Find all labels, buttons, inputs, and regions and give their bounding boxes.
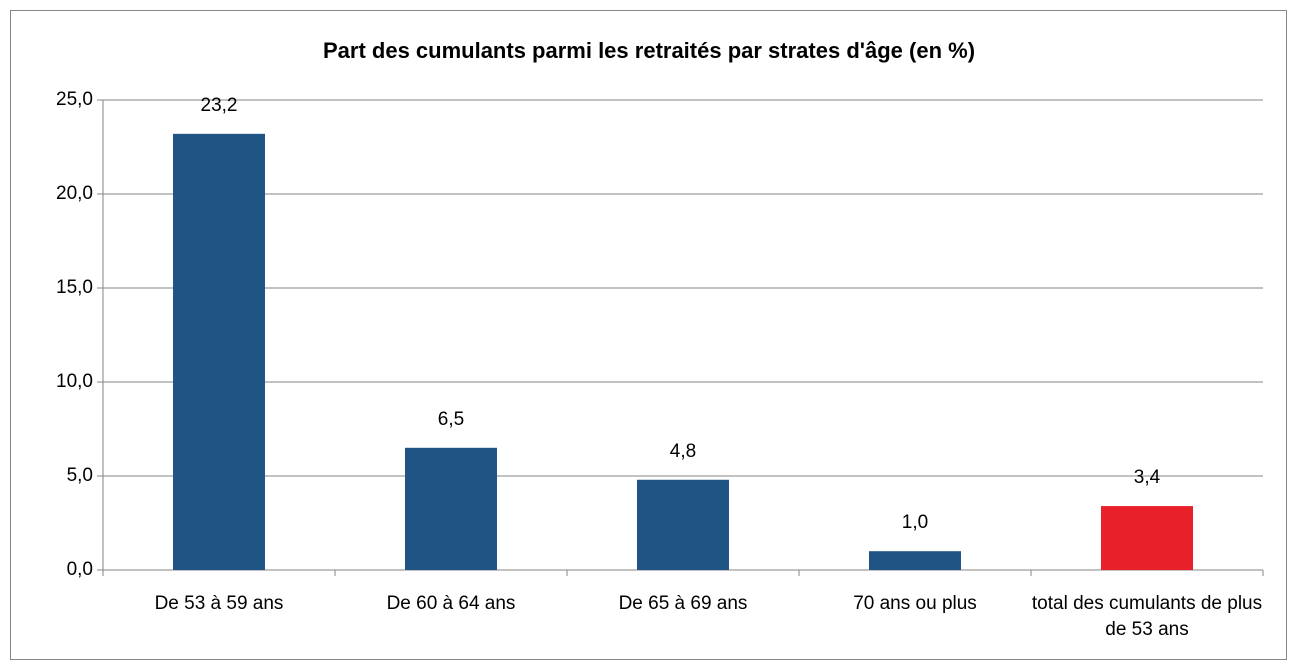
x-tick-label: De 60 à 64 ans	[386, 593, 516, 614]
x-tick-label: De 65 à 69 ans	[618, 593, 748, 614]
y-tick-label: 25,0	[56, 89, 93, 110]
value-label: 4,8	[670, 441, 696, 462]
y-tick-label: 10,0	[56, 371, 93, 392]
bar	[173, 133, 265, 570]
value-label: 6,5	[438, 409, 464, 430]
x-tick-label: 70 ans ou plus	[853, 593, 977, 614]
value-label: 3,4	[1134, 467, 1161, 488]
x-tick-label: total des cumulants de plus de 53 ans	[1031, 593, 1263, 640]
x-tick-label: De 53 à 59 ans	[154, 593, 284, 614]
chart-title: Part des cumulants parmi les retraités p…	[323, 38, 975, 63]
y-tick-label: 15,0	[56, 277, 93, 298]
bar	[869, 551, 961, 570]
y-tick-label: 0,0	[67, 559, 93, 580]
value-label: 23,2	[201, 95, 238, 116]
y-tick-label: 20,0	[56, 183, 93, 204]
bar	[405, 447, 497, 570]
bar	[637, 479, 729, 570]
y-tick-label: 5,0	[67, 465, 93, 486]
bar	[1101, 506, 1193, 570]
value-label: 1,0	[902, 512, 928, 533]
